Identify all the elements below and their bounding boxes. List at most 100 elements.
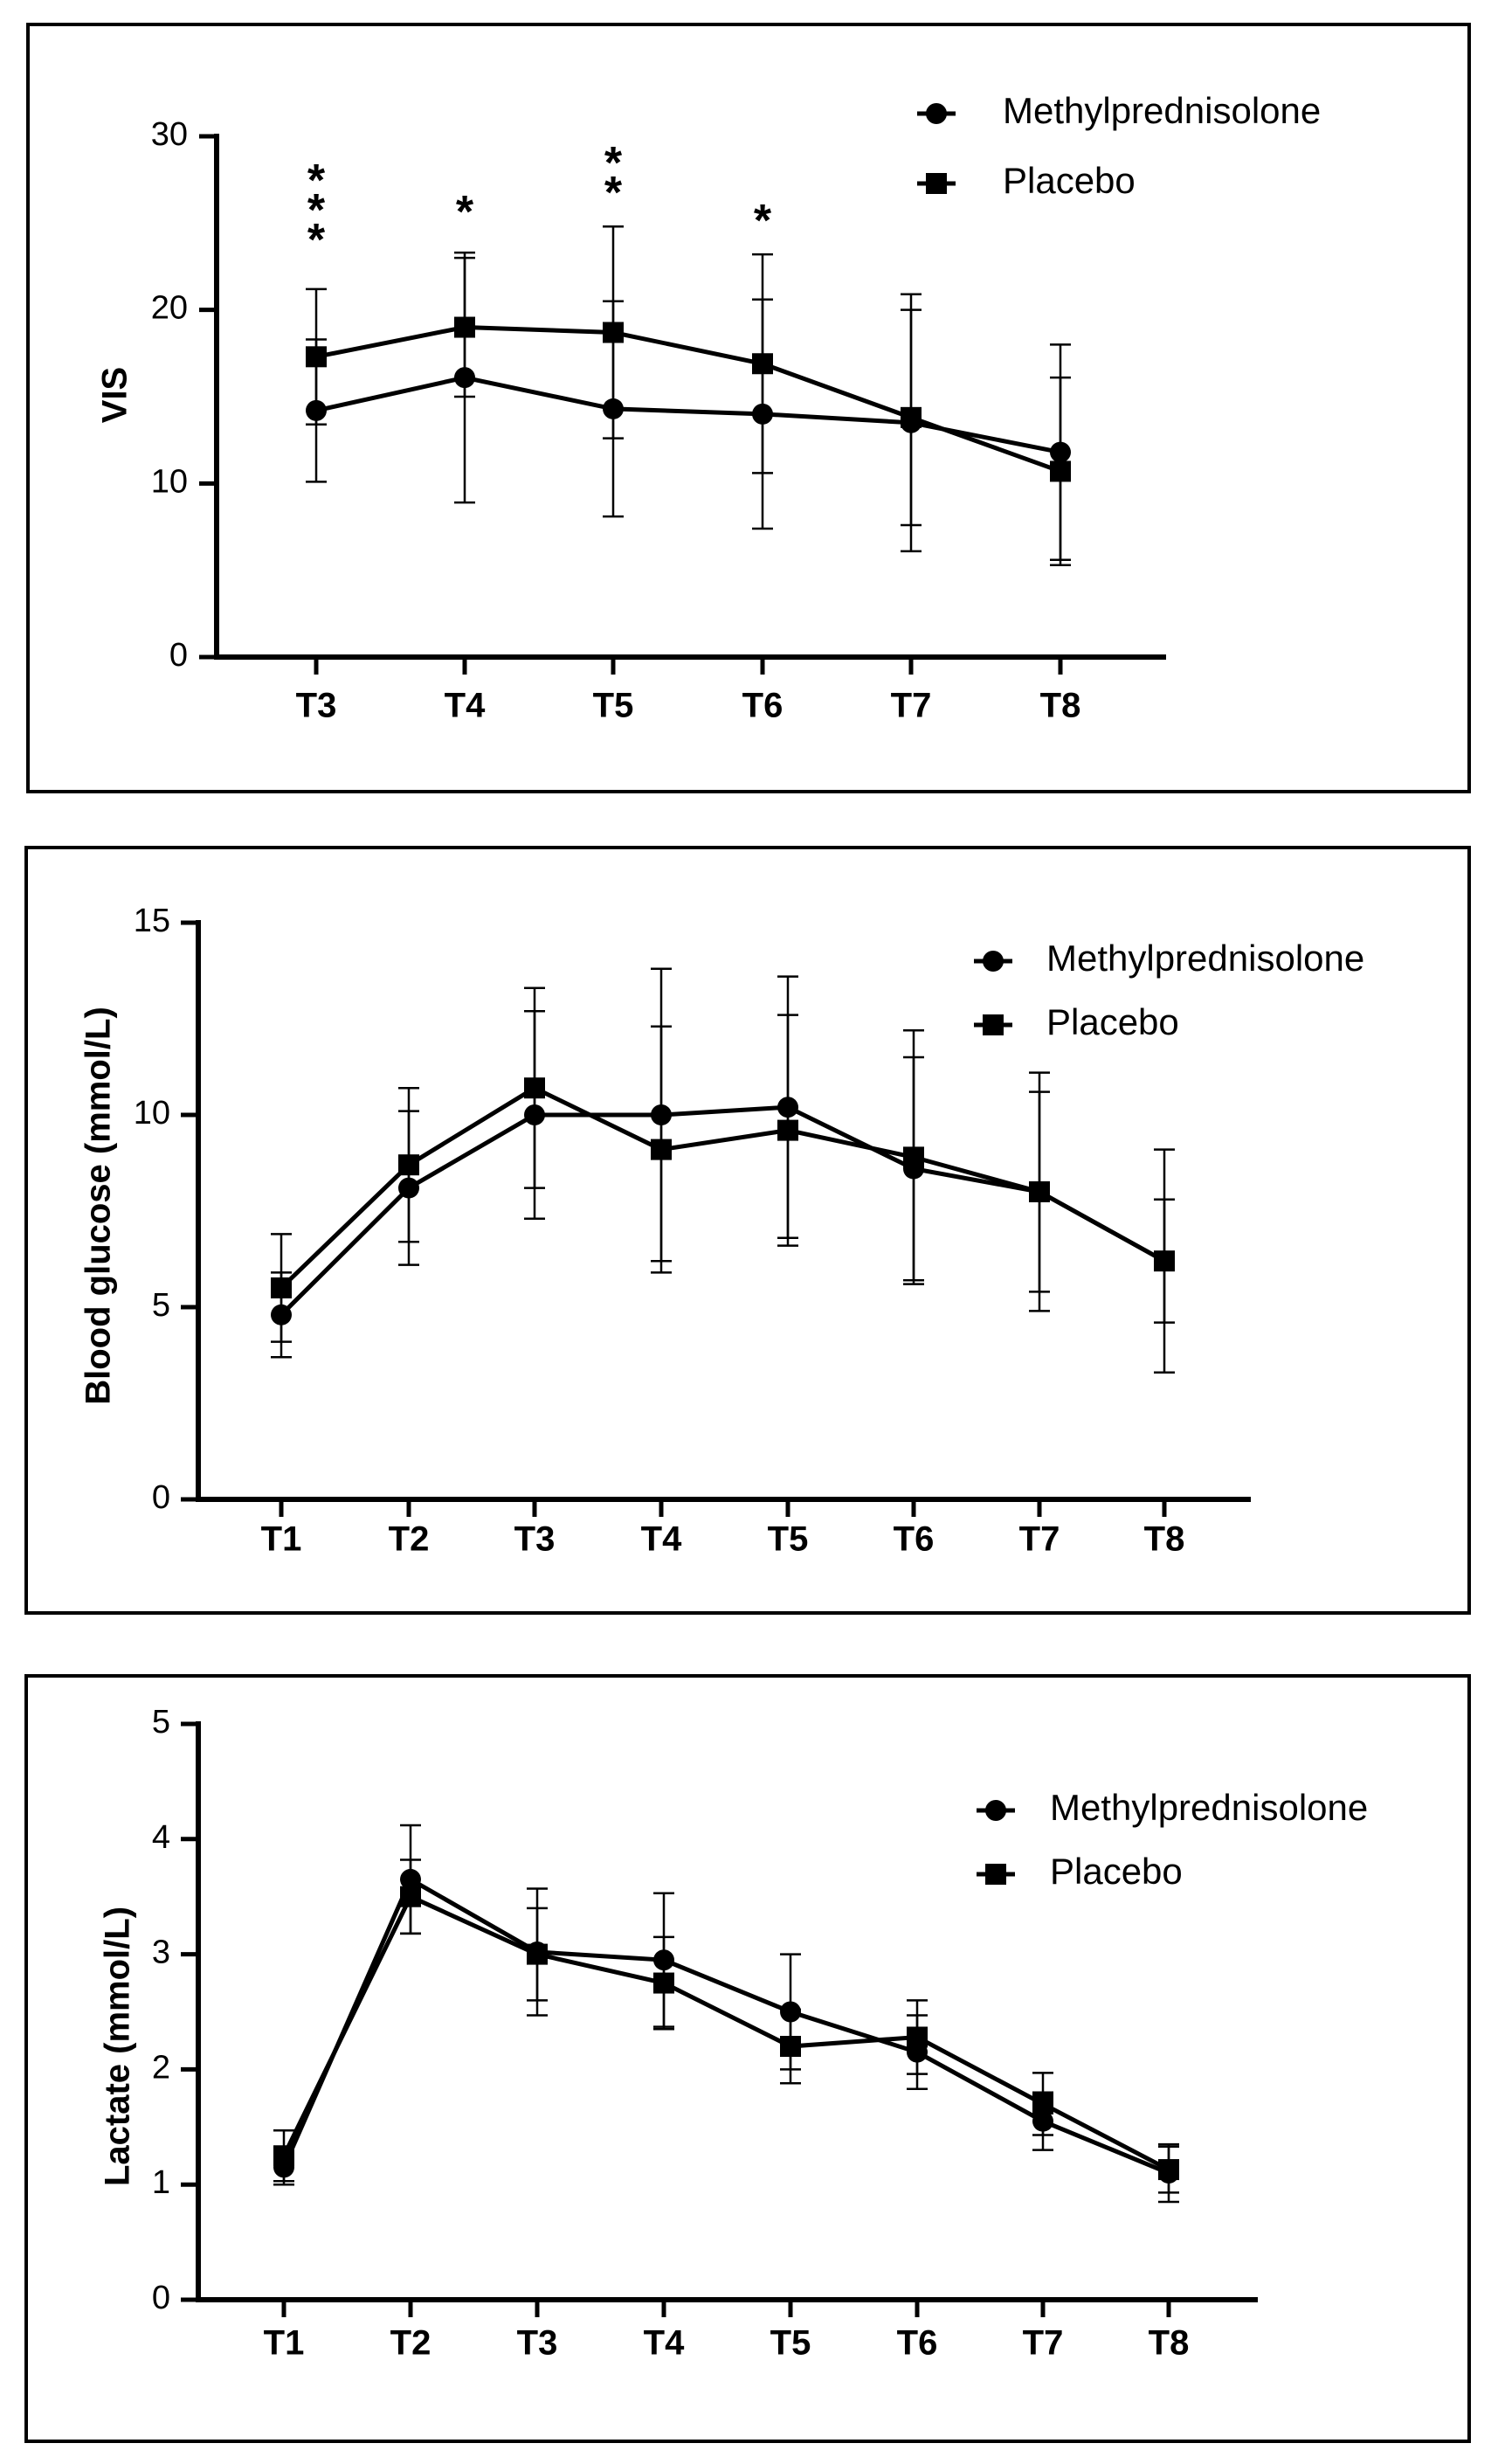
x-tick-label: T6 <box>894 1520 935 1559</box>
legend-label: Methylprednisolone <box>1003 90 1321 131</box>
y-tick-label: 3 <box>152 1935 170 1971</box>
y-tick-label: 30 <box>151 116 188 153</box>
y-tick-label: 20 <box>151 290 188 327</box>
placebo-point <box>1029 1181 1050 1202</box>
x-tick-label: T8 <box>1040 687 1081 725</box>
y-axis-label: Blood glucose (mmol/L) <box>79 1007 118 1405</box>
methylprednisolone-point <box>1050 441 1071 463</box>
placebo-point <box>1032 2093 1053 2114</box>
y-tick-label: 0 <box>169 637 188 674</box>
significance-marker: * <box>604 138 623 189</box>
methylprednisolone-line <box>281 1876 1170 2176</box>
x-tick-label: T4 <box>644 2324 685 2363</box>
placebo-point <box>454 316 475 338</box>
panel-frame <box>24 1674 1471 2443</box>
x-tick-label: T7 <box>891 687 932 725</box>
legend-label: Methylprednisolone <box>1050 1787 1368 1828</box>
significance-marker: * <box>754 196 772 246</box>
significance-marker: * <box>604 168 623 218</box>
y-tick-label: 1 <box>152 2164 170 2201</box>
legend-square-marker <box>985 1864 1006 1885</box>
significance-marker: * <box>307 156 326 206</box>
x-tick-label: T5 <box>770 2324 811 2363</box>
placebo-point <box>907 2026 928 2048</box>
methylprednisolone-point <box>454 367 475 389</box>
placebo-point <box>271 1277 292 1298</box>
legend-square-marker <box>926 173 947 194</box>
legend-circle-marker <box>985 1800 1006 1821</box>
methylprednisolone-point <box>271 1304 292 1325</box>
placebo-line <box>281 1893 1170 2172</box>
legend-label: Methylprednisolone <box>1046 938 1364 979</box>
legend-label: Placebo <box>1046 1001 1179 1042</box>
panel-frame <box>24 846 1471 1615</box>
y-tick-label: 10 <box>151 463 188 500</box>
y-tick-label: 4 <box>152 1819 170 1856</box>
y-tick-label: 0 <box>152 1479 170 1516</box>
placebo-point <box>752 353 773 375</box>
x-tick-label: T1 <box>261 1520 302 1559</box>
methylprednisolone-point <box>400 1868 421 1890</box>
placebo-line <box>280 1085 1166 1290</box>
x-tick-label: T6 <box>897 2324 938 2363</box>
x-tick-label: T5 <box>593 687 634 725</box>
x-tick-label: T8 <box>1149 2324 1190 2363</box>
methylprednisolone-point <box>653 1949 674 1971</box>
placebo-point <box>777 1119 798 1141</box>
legend-square-marker <box>983 1014 1004 1035</box>
blood-glucose-chart-panel: Blood glucose (mmol/L) 0 5 10 15 T1 T2 T3 T4 T5 T… <box>24 846 1471 1615</box>
placebo-point <box>903 1146 924 1168</box>
x-tick-label: T4 <box>445 687 486 725</box>
x-tick-label: T4 <box>641 1520 682 1559</box>
y-axis-label: Lactate (mmol/L) <box>99 1907 137 2186</box>
x-tick-label: T7 <box>1023 2324 1064 2363</box>
y-tick-label: 0 <box>152 2280 170 2316</box>
methylprednisolone-point <box>398 1177 419 1199</box>
methylprednisolone-point <box>1032 2110 1053 2132</box>
y-axis-label: VIS <box>96 367 135 423</box>
placebo-point <box>603 322 624 343</box>
y-tick-label: 15 <box>134 903 170 939</box>
x-tick-label: T2 <box>390 2324 431 2363</box>
legend-circle-marker <box>983 951 1004 972</box>
legend-label: Placebo <box>1003 160 1136 201</box>
placebo-point <box>780 2036 801 2058</box>
methylprednisolone-point <box>603 398 624 419</box>
placebo-point <box>653 1972 674 1994</box>
methylprednisolone-point <box>306 399 327 421</box>
methylprednisolone-point <box>780 2001 801 2023</box>
placebo-point <box>1050 460 1071 482</box>
methylprednisolone-point <box>752 403 773 425</box>
placebo-point <box>398 1154 419 1176</box>
x-tick-label: T3 <box>517 2324 558 2363</box>
y-tick-label: 10 <box>134 1095 170 1132</box>
placebo-point <box>524 1077 545 1099</box>
placebo-point <box>306 346 327 368</box>
legend-circle-marker <box>926 103 947 124</box>
y-tick-label: 5 <box>152 1704 170 1741</box>
legend-label: Placebo <box>1050 1851 1183 1892</box>
x-tick-label: T2 <box>389 1520 430 1559</box>
significance-marker: * <box>307 185 326 236</box>
placebo-point <box>901 406 922 428</box>
panel-frame <box>26 23 1471 793</box>
placebo-line <box>315 325 1061 474</box>
x-tick-label: T1 <box>264 2324 305 2363</box>
placebo-point <box>651 1139 672 1160</box>
x-tick-label: T7 <box>1019 1520 1060 1559</box>
y-tick-label: 5 <box>152 1287 170 1324</box>
x-tick-label: T8 <box>1144 1520 1185 1559</box>
methylprednisolone-point <box>777 1097 798 1118</box>
placebo-point <box>527 1943 548 1965</box>
x-tick-label: T6 <box>742 687 784 725</box>
placebo-point <box>1154 1250 1175 1272</box>
methylprednisolone-point <box>524 1104 545 1125</box>
x-tick-label: T3 <box>514 1520 556 1559</box>
y-tick-label: 2 <box>152 2049 170 2086</box>
significance-marker: * <box>456 187 474 238</box>
placebo-point <box>1158 2159 1179 2181</box>
x-tick-label: T5 <box>768 1520 809 1559</box>
placebo-point <box>400 1886 421 1907</box>
